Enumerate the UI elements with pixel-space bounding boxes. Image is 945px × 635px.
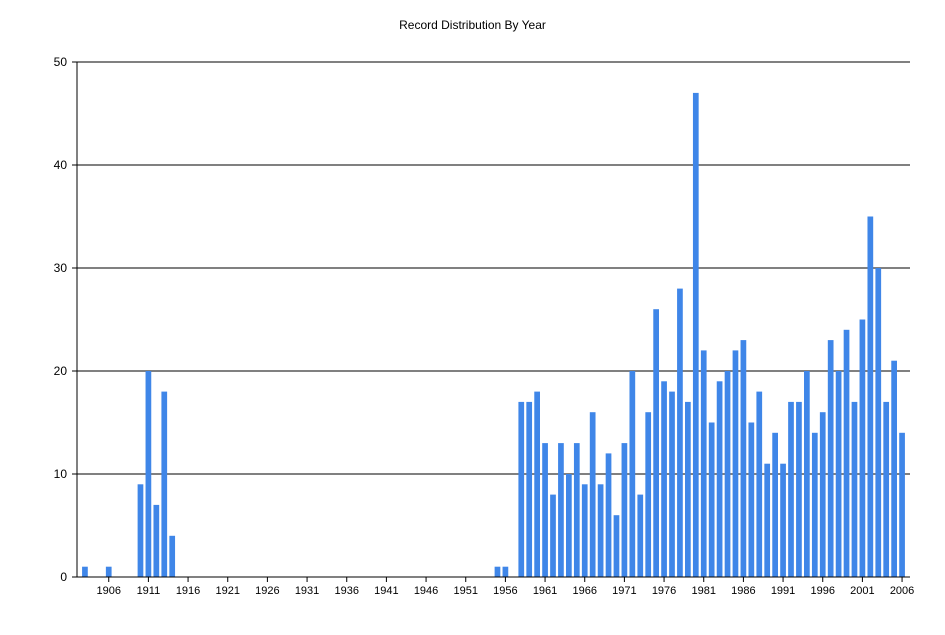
- x-tick-label-2006: 2006: [890, 585, 914, 597]
- bar-1962: [550, 494, 556, 577]
- x-tick-label-1941: 1941: [374, 585, 398, 597]
- bar-1965: [573, 443, 580, 577]
- x-tick-label-1991: 1991: [771, 585, 795, 597]
- bar-2004: [883, 401, 890, 577]
- bar-1989: [764, 463, 771, 577]
- bar-2002: [867, 216, 874, 577]
- y-tick-label-40: 40: [54, 158, 68, 172]
- bar-2003: [875, 268, 882, 577]
- y-tick-label-50: 50: [54, 55, 68, 69]
- bar-1960: [534, 391, 540, 577]
- bar-1971: [621, 443, 628, 577]
- x-tick-label-1976: 1976: [652, 585, 676, 597]
- bar-1996: [819, 412, 826, 577]
- bar-1982: [708, 422, 715, 577]
- bar-1987: [748, 422, 755, 577]
- x-tick-label-1936: 1936: [334, 585, 358, 597]
- y-tick-label-20: 20: [54, 364, 68, 378]
- bar-1975: [653, 309, 659, 577]
- y-tick-label-0: 0: [60, 570, 67, 584]
- x-tick-label-1996: 1996: [810, 585, 834, 597]
- x-tick-label-1926: 1926: [255, 585, 279, 597]
- bar-2005: [891, 360, 897, 577]
- x-tick-label-1906: 1906: [96, 585, 120, 597]
- bar-1956: [502, 566, 509, 577]
- bar-1984: [724, 371, 731, 577]
- bar-1967: [589, 412, 596, 577]
- bar-1966: [581, 484, 588, 577]
- bar-1903: [82, 566, 88, 577]
- bar-1968: [597, 484, 604, 577]
- bar-1974: [645, 412, 652, 577]
- x-tick-label-1931: 1931: [295, 585, 319, 597]
- x-tick-label-1951: 1951: [453, 585, 477, 597]
- bar-1981: [700, 350, 707, 577]
- bar-1998: [835, 371, 842, 577]
- bar-1959: [526, 401, 533, 577]
- bar-1914: [169, 535, 176, 577]
- x-tick-label-1981: 1981: [691, 585, 715, 597]
- x-tick-label-1946: 1946: [414, 585, 438, 597]
- bar-1906: [105, 566, 112, 577]
- bar-1997: [827, 340, 834, 577]
- bar-1973: [637, 494, 644, 577]
- bar-1988: [756, 391, 763, 577]
- bar-1994: [804, 371, 810, 577]
- bar-1991: [780, 463, 786, 577]
- bar-1990: [772, 432, 778, 577]
- bar-1979: [685, 401, 691, 577]
- bar-1978: [677, 288, 683, 577]
- bar-2006: [899, 432, 905, 577]
- bar-1964: [566, 474, 572, 577]
- y-tick-label-30: 30: [54, 261, 68, 275]
- bar-1977: [669, 391, 675, 577]
- bar-1993: [796, 401, 802, 577]
- bar-1958: [518, 401, 525, 577]
- x-tick-label-1966: 1966: [572, 585, 596, 597]
- bar-1970: [613, 515, 620, 577]
- bar-1910: [137, 484, 144, 577]
- x-tick-label-1971: 1971: [612, 585, 636, 597]
- x-tick-label-1986: 1986: [731, 585, 755, 597]
- bar-1963: [558, 443, 564, 577]
- x-tick-label-1916: 1916: [176, 585, 200, 597]
- bar-2000: [851, 401, 858, 577]
- x-tick-label-1921: 1921: [215, 585, 239, 597]
- bar-1955: [494, 566, 501, 577]
- x-tick-label-2001: 2001: [850, 585, 874, 597]
- bar-1992: [788, 401, 794, 577]
- bar-1995: [811, 432, 818, 577]
- bar-1980: [692, 92, 699, 578]
- bar-1911: [145, 371, 152, 577]
- bar-1983: [716, 381, 723, 577]
- x-tick-label-1961: 1961: [533, 585, 557, 597]
- bar-1972: [629, 371, 636, 577]
- bar-1985: [732, 350, 739, 577]
- bar-1969: [605, 453, 612, 577]
- bar-1961: [542, 443, 548, 577]
- bar-2001: [859, 319, 866, 577]
- chart-title: Record Distribution By Year: [399, 18, 546, 32]
- bar-1912: [153, 504, 160, 577]
- x-tick-label-1956: 1956: [493, 585, 517, 597]
- x-tick-label-1911: 1911: [137, 585, 161, 597]
- bar-1986: [740, 340, 747, 577]
- bar-1913: [161, 391, 168, 577]
- bar-1999: [843, 329, 850, 577]
- y-tick-label-10: 10: [54, 467, 68, 481]
- bar-1976: [661, 381, 667, 577]
